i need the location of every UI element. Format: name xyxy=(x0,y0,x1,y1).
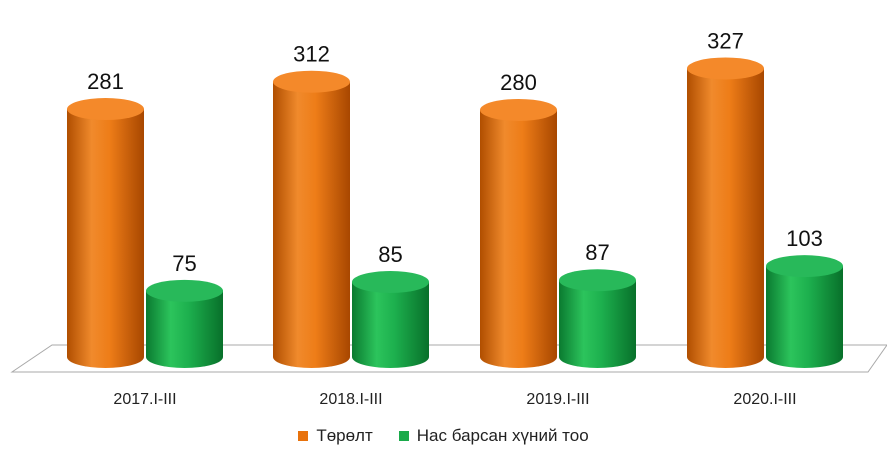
bar-deaths-2 xyxy=(559,269,636,368)
legend-item-deaths: Нас барсан хүний тоо xyxy=(398,426,589,446)
legend-item-births: Төрөлт xyxy=(298,426,373,446)
data-label-births-3: 327 xyxy=(707,28,744,53)
bar-deaths-0 xyxy=(146,279,223,369)
legend-label-deaths: Нас барсан хүний тоо xyxy=(416,426,589,445)
bar-births-1 xyxy=(273,70,350,369)
data-label-deaths-2: 87 xyxy=(585,240,609,265)
data-label-births-1: 312 xyxy=(293,42,330,67)
bar-deaths-3 xyxy=(766,255,843,369)
data-label-births-2: 280 xyxy=(500,70,537,95)
bar-births-2 xyxy=(480,98,557,369)
legend: Төрөлт Нас барсан хүний тоо xyxy=(0,426,887,446)
data-label-births-0: 281 xyxy=(87,69,124,94)
bar-deaths-1 xyxy=(352,271,429,369)
data-label-deaths-1: 85 xyxy=(378,242,402,267)
x-tick-label-3: 2020.I-III xyxy=(733,391,796,408)
data-label-deaths-0: 75 xyxy=(172,251,196,276)
legend-label-births: Төрөлт xyxy=(316,426,373,445)
bar-births-0 xyxy=(67,98,144,368)
data-label-deaths-3: 103 xyxy=(786,226,823,251)
x-tick-label-1: 2018.I-III xyxy=(319,391,382,408)
chart-floor xyxy=(10,344,887,373)
bar-births-3 xyxy=(687,57,764,369)
x-tick-label-0: 2017.I-III xyxy=(113,391,176,408)
legend-swatch-births xyxy=(298,431,309,441)
chart-plot: 281 75 2017.I-III 312 85 2018.I-III 280 87 2019.… xyxy=(10,28,887,408)
legend-swatch-deaths xyxy=(398,431,409,441)
x-tick-label-2: 2019.I-III xyxy=(526,391,589,408)
